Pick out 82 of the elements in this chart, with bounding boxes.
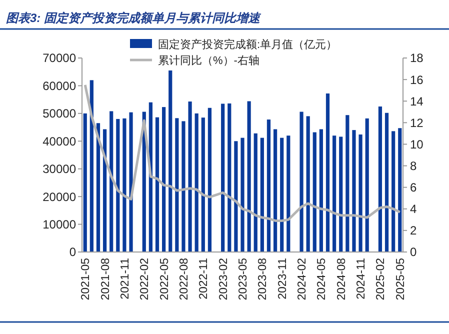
bar: [208, 108, 212, 252]
bar: [234, 141, 238, 252]
y-tick-label: 30000: [42, 162, 76, 176]
y2-tick-label: 14: [410, 94, 424, 108]
bar: [155, 117, 160, 252]
y2-tick-label: 4: [410, 202, 417, 216]
bar: [365, 118, 369, 252]
x-tick-label: 2024-05: [316, 258, 328, 300]
y-tick-label: 0: [69, 245, 76, 260]
bar: [162, 107, 166, 252]
x-tick-label: 2025-02: [375, 258, 388, 300]
bar: [83, 113, 87, 252]
bar: [346, 115, 350, 252]
bar: [332, 136, 336, 252]
bar: [339, 136, 343, 252]
bar: [168, 70, 172, 252]
bar: [116, 118, 120, 252]
y2-tick-label: 18: [410, 51, 424, 66]
x-tick-label: 2021-11: [119, 258, 132, 300]
y-tick-label: 10000: [42, 217, 76, 232]
chart-title: 图表3: 固定资产投资完成额单月与累计同比增速: [6, 11, 262, 25]
bar: [228, 103, 232, 252]
x-tick-label: 2023-02: [218, 258, 230, 300]
x-tick-label: 2021-08: [100, 258, 112, 300]
y2-tick-label: 6: [410, 180, 417, 195]
x-tick-label: 2022-11: [198, 258, 210, 300]
x-tick-label: 2022-08: [178, 258, 191, 300]
bar: [392, 131, 396, 252]
y-tick-label: 70000: [42, 51, 76, 66]
bar: [247, 101, 251, 252]
x-tick-label: 2022-02: [139, 258, 152, 300]
bar: [175, 118, 179, 252]
bar: [240, 138, 244, 252]
bar: [201, 118, 205, 252]
bar: [378, 106, 382, 252]
bar: [96, 123, 100, 252]
bar: [194, 113, 198, 252]
y2-tick-label: 8: [410, 158, 417, 173]
bar: [260, 138, 264, 252]
bar: [102, 129, 107, 252]
bar: [280, 138, 284, 252]
y2-tick-label: 2: [410, 224, 417, 238]
x-tick-label: 2023-05: [238, 258, 250, 300]
y2-tick-label: 16: [410, 72, 424, 87]
bar: [122, 118, 126, 252]
y-tick-label: 60000: [42, 78, 76, 93]
x-tick-label: 2024-08: [336, 258, 348, 300]
legend-label: 累计同比（%）-右轴: [158, 54, 260, 67]
x-tick-label: 2023-11: [276, 258, 289, 300]
x-tick-label: 2021-05: [80, 258, 92, 300]
bar: [254, 133, 258, 252]
bar: [352, 130, 356, 252]
bar: [90, 80, 94, 252]
bar: [129, 112, 133, 252]
x-tick-label: 2024-02: [296, 258, 309, 300]
bar: [110, 111, 114, 252]
line-series: [84, 84, 402, 222]
bar: [306, 116, 310, 252]
bar: [182, 121, 186, 252]
bar: [312, 132, 316, 252]
bar: [326, 93, 330, 252]
bar: [358, 134, 362, 252]
y2-tick-label: 12: [410, 116, 424, 130]
legend-label: 固定资产投资完成额:单月值（亿元）: [158, 38, 338, 51]
bar: [319, 129, 323, 252]
bar: [384, 112, 389, 252]
y-tick-label: 50000: [42, 106, 76, 121]
x-tick-label: 2024-11: [356, 258, 368, 300]
bar: [221, 104, 225, 252]
bar: [398, 128, 402, 252]
x-tick-label: 2022-05: [158, 258, 171, 300]
y2-tick-label: 0: [410, 245, 417, 260]
y2-tick-label: 10: [410, 137, 424, 152]
bar: [273, 129, 278, 252]
bar: [188, 102, 192, 252]
bar: [266, 120, 271, 252]
x-tick-label: 2025-05: [394, 258, 407, 300]
bar: [300, 112, 304, 252]
y-tick-label: 40000: [42, 134, 76, 148]
y-tick-label: 20000: [42, 190, 76, 204]
x-tick-label: 2023-08: [257, 258, 270, 300]
bar: [286, 136, 290, 252]
